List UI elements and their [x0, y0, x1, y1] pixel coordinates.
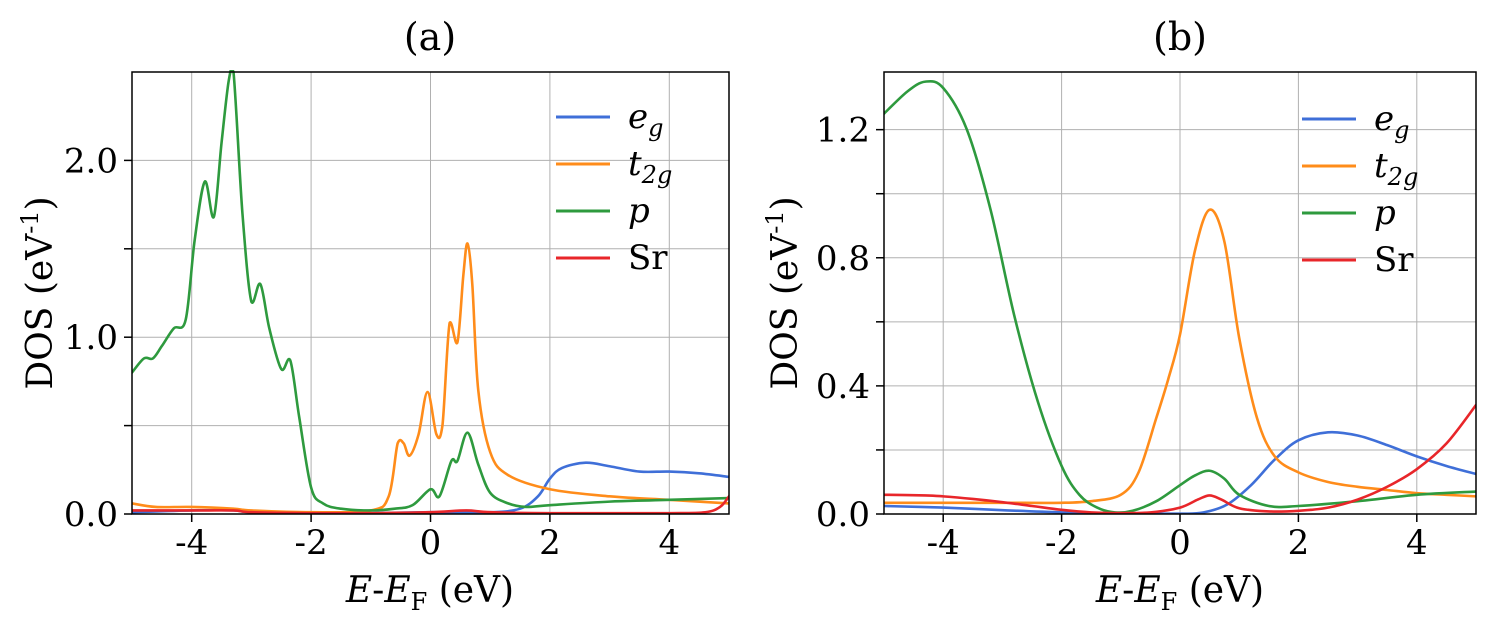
- panel-a-title: (a): [404, 15, 456, 59]
- panel-a: (a) -4 -2 0 2 4 0.0 1.0 2.0 E-EF (eV) DOS (eV-1…: [16, 15, 730, 616]
- panel-b-series: [884, 79, 1476, 514]
- panel-a-x-axis-label: E-EF (eV): [345, 570, 514, 616]
- panel-b-y-tick-label: 0.4: [816, 367, 870, 407]
- panel-a-x-tick-label: -4: [175, 523, 208, 563]
- panel-b-x-tick-label: 0: [1169, 523, 1191, 563]
- panel-b-legend-eg-label: eg: [1374, 99, 1410, 144]
- panel-b-x-axis-label: E-EF (eV): [1095, 570, 1264, 616]
- panel-b-legend-t2g-label: t2g: [1374, 146, 1418, 191]
- panel-a-legend-eg-label: eg: [628, 97, 664, 142]
- panel-b-y-axis-label: DOS (eV-1): [761, 196, 806, 389]
- panel-b-x-tick-label: 4: [1406, 523, 1428, 563]
- panel-b-y-tick-label: 0.0: [816, 495, 870, 535]
- panel-a-series-sr-line: [132, 495, 729, 514]
- panel-a-legend-t2g-label: t2g: [628, 144, 672, 189]
- panel-b: (b) -4 -2 0 2 4 0.0 0.4 0.8 1.2 E-EF (eV) DOS (e…: [761, 15, 1477, 616]
- panel-b-x-tick-label: -2: [1045, 523, 1078, 563]
- panel-b-series-sr-line: [884, 403, 1476, 514]
- panel-b-x-tick-label: 2: [1288, 523, 1310, 563]
- panel-a-y-tick-label: 2.0: [64, 141, 118, 181]
- panel-a-y-axis-label: DOS (eV-1): [16, 196, 61, 389]
- panel-b-legend-p-label: p: [1374, 193, 1396, 233]
- panel-b-grid: [884, 72, 1476, 515]
- panel-b-series-eg-line: [884, 430, 1476, 514]
- panel-a-x-tick-label: 4: [658, 523, 680, 563]
- panel-b-ticks: -4 -2 0 2 4 0.0 0.4 0.8 1.2: [816, 111, 1428, 563]
- panel-a-y-tick-label: 0.0: [64, 495, 118, 535]
- panel-b-y-tick-label: 0.8: [816, 239, 870, 279]
- panel-b-x-tick-label: -4: [927, 523, 960, 563]
- panel-a-x-tick-label: 0: [420, 523, 442, 563]
- panel-a-x-tick-label: -2: [295, 523, 328, 563]
- panel-b-y-tick-label: 1.2: [816, 111, 870, 151]
- panel-a-ticks: -4 -2 0 2 4 0.0 1.0 2.0: [64, 141, 680, 563]
- panel-b-legend-sr-label: Sr: [1374, 240, 1414, 280]
- panel-a-y-tick-label: 1.0: [64, 318, 118, 358]
- panel-a-series: [132, 70, 729, 514]
- panel-a-series-p-line: [132, 70, 729, 512]
- panel-b-title: (b): [1153, 15, 1207, 59]
- panel-a-x-tick-label: 2: [539, 523, 561, 563]
- panel-a-legend-sr-label: Sr: [628, 238, 668, 278]
- panel-a-series-t2g-line: [132, 242, 729, 514]
- panel-a-legend-p-label: p: [628, 191, 650, 231]
